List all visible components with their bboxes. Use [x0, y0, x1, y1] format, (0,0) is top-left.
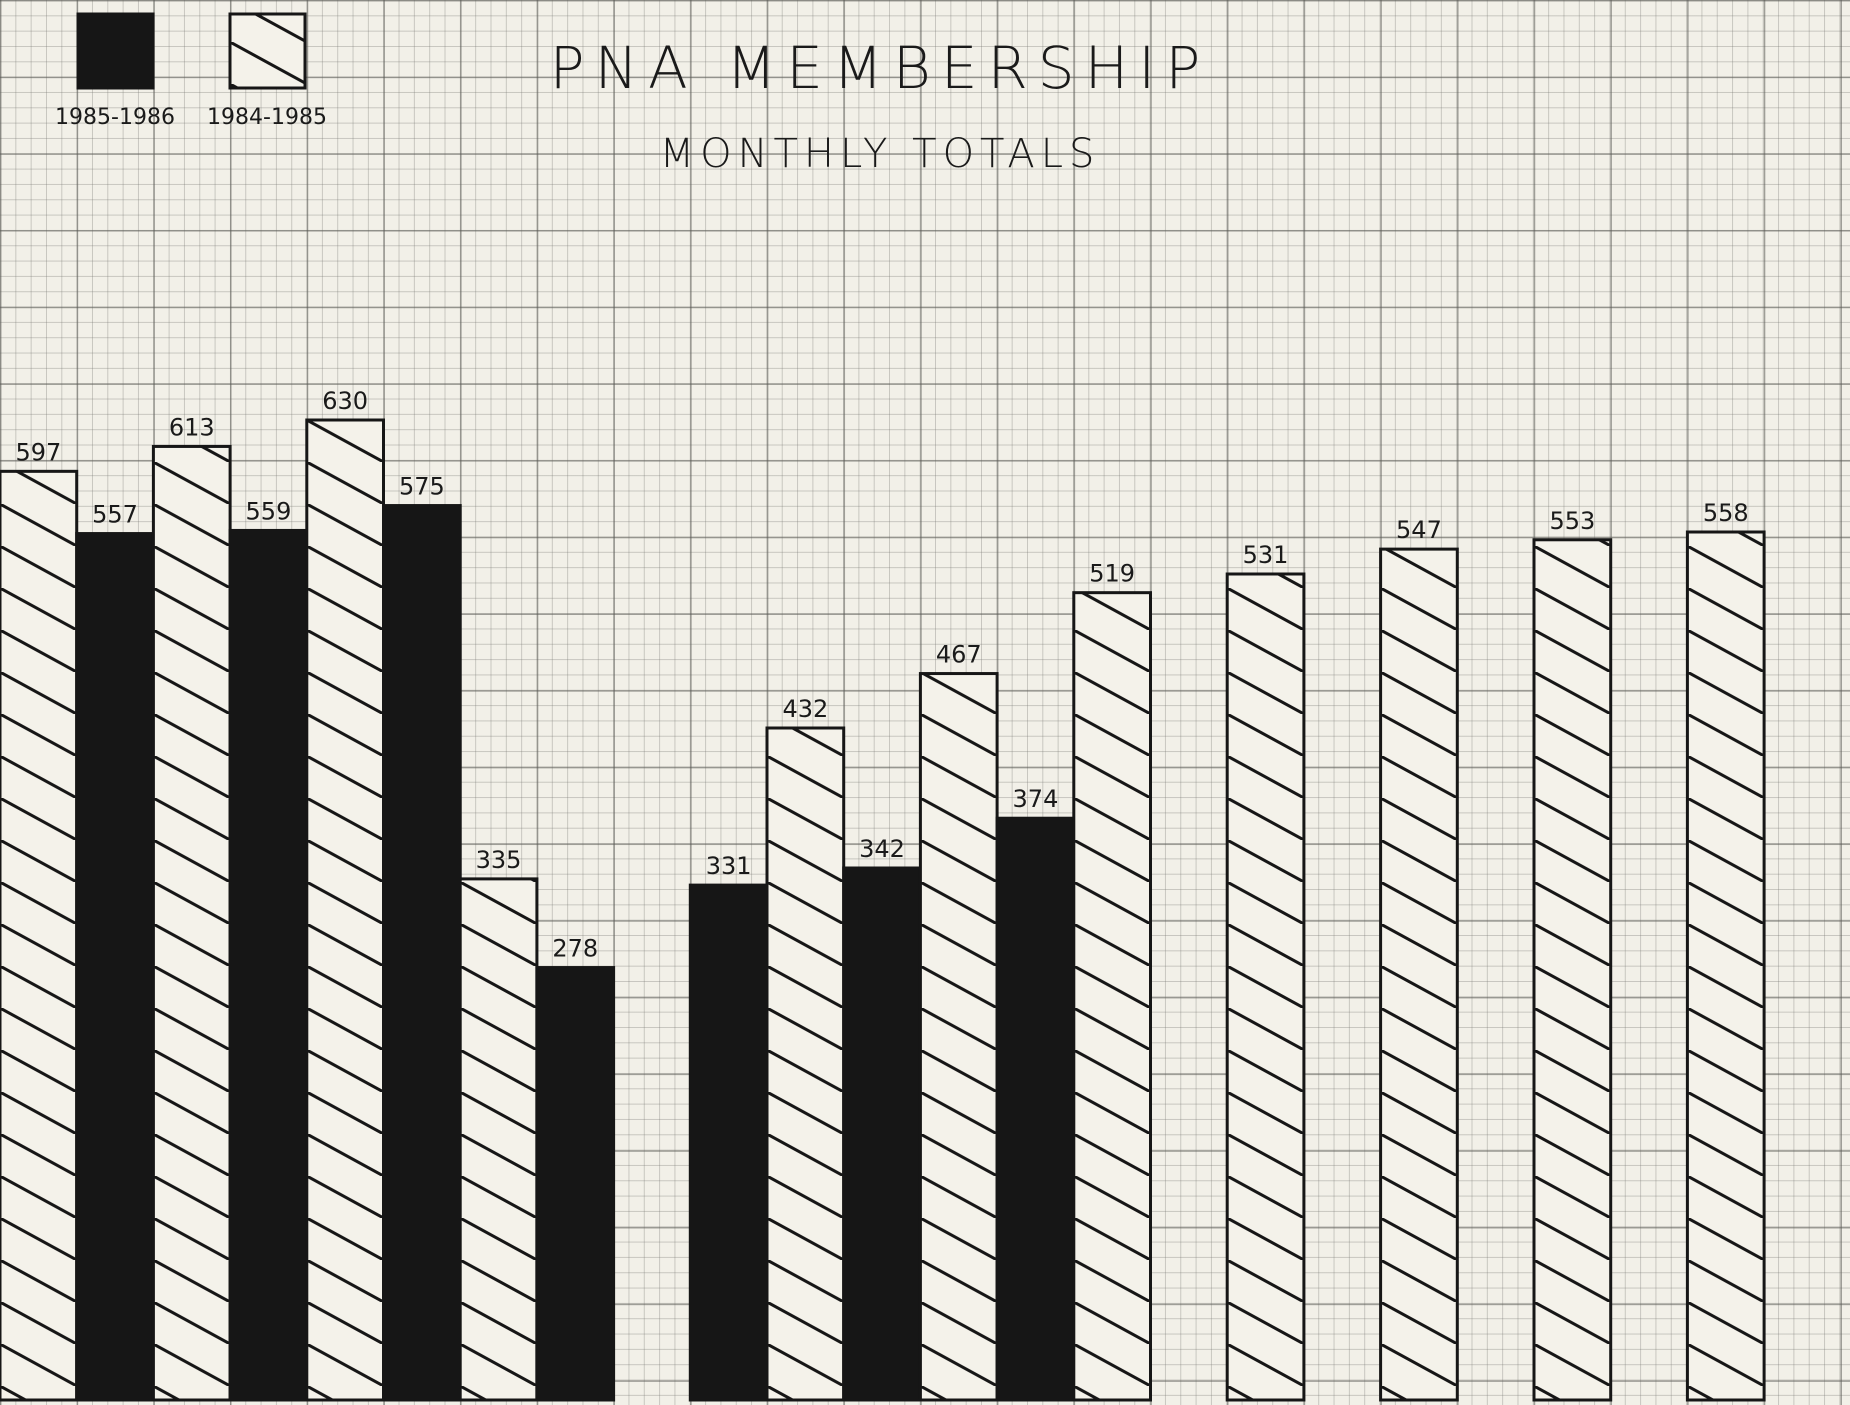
bar	[307, 420, 384, 1400]
value-label: 467	[936, 641, 982, 669]
bar	[537, 968, 614, 1400]
chart-subtitle: MONTHLY TOTALS	[660, 131, 1101, 177]
value-label: 331	[706, 852, 752, 880]
bar	[1534, 540, 1611, 1400]
bar	[1381, 549, 1458, 1400]
value-label: 519	[1089, 560, 1135, 588]
value-label: 432	[782, 695, 828, 723]
value-label: 342	[859, 835, 905, 863]
bar	[690, 885, 767, 1400]
legend-swatch	[230, 14, 305, 88]
chart-title: PNA MEMBERSHIP	[550, 34, 1211, 102]
bar	[0, 471, 77, 1400]
chart: PNA MEMBERSHIP MONTHLY TOTALS 597 557 613 5…	[0, 0, 1850, 1405]
graph-paper: PNA MEMBERSHIP MONTHLY TOTALS 597 557 613 5…	[0, 0, 1850, 1405]
value-label: 597	[15, 438, 61, 466]
bar	[1687, 532, 1764, 1400]
value-label: 558	[1703, 499, 1749, 527]
value-label: 575	[399, 473, 445, 501]
bar	[1074, 593, 1151, 1400]
value-label: 374	[1013, 785, 1059, 813]
bar	[230, 530, 307, 1400]
bar	[767, 728, 844, 1400]
value-label: 553	[1549, 507, 1595, 535]
bar	[844, 868, 921, 1400]
value-label: 613	[169, 413, 215, 441]
value-label: 557	[92, 501, 138, 529]
value-label: 547	[1396, 516, 1442, 544]
bar	[77, 534, 154, 1400]
legend-label: 1985-1986	[55, 105, 175, 130]
bar	[153, 446, 230, 1400]
bar	[997, 818, 1074, 1400]
value-label: 278	[552, 935, 598, 963]
legend-label: 1984-1985	[207, 105, 327, 130]
value-label: 335	[476, 846, 522, 874]
value-label: 531	[1243, 541, 1289, 569]
legend-swatch	[78, 14, 153, 88]
bar	[920, 674, 997, 1400]
bar	[1227, 574, 1304, 1400]
value-label: 559	[246, 497, 292, 525]
bar	[460, 879, 537, 1400]
value-label: 630	[322, 387, 368, 415]
bar	[384, 506, 461, 1400]
